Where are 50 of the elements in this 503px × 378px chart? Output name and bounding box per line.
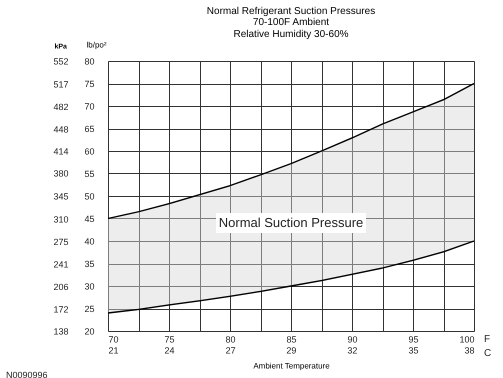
x2-tick-label: 32 (347, 346, 358, 356)
y-tick-label: 30 (84, 282, 94, 292)
x-tick-label: 75 (164, 334, 175, 344)
y2-tick-label: 241 (53, 259, 68, 270)
x2-tick-label: 29 (286, 346, 296, 356)
y-tick-label: 50 (84, 192, 94, 202)
x2-tick-label: 27 (226, 346, 236, 356)
y2-tick-label: 414 (53, 146, 68, 156)
y-tick-label: 20 (84, 326, 94, 336)
y-tick-label: 55 (84, 169, 94, 179)
y-tick-label: 60 (84, 146, 94, 156)
y-tick-label: 80 (84, 56, 94, 66)
x2-tick-label: 21 (108, 346, 119, 356)
y2-tick-label: 206 (53, 282, 68, 292)
text: F (484, 334, 490, 345)
x-tick-label: 90 (347, 334, 358, 344)
y-tick-label: 40 (84, 236, 94, 246)
y-tick-label: 70 (84, 102, 94, 112)
chart-title: Normal Refrigerant Suction Pressures (206, 6, 376, 17)
y-axis-title: lb/po² (86, 40, 107, 50)
text: N0090996 (6, 370, 48, 378)
y2-tick-label: 448 (53, 124, 68, 134)
x-tick-label: 80 (225, 334, 236, 344)
y2-tick-label: 172 (53, 304, 68, 314)
x-axis-title: Ambient Temperature (253, 362, 330, 370)
text: C (484, 348, 492, 359)
y-tick-label: 45 (84, 214, 94, 224)
y2-tick-label: 345 (53, 192, 68, 202)
chart-subtitle: 70-100F Ambient Relative Humidity 30-60% (233, 17, 349, 40)
x-tick-label: 100 (459, 334, 474, 344)
x-tick-label: 95 (408, 334, 419, 344)
x2-tick-label: 35 (408, 346, 418, 356)
y-tick-label: 65 (84, 124, 94, 134)
y2-tick-label: 482 (53, 102, 68, 112)
y2-tick-label: 275 (53, 237, 68, 248)
y2-tick-label: 310 (53, 214, 68, 224)
y-tick-label: 25 (84, 304, 94, 314)
y2-tick-label: 552 (53, 56, 68, 66)
x-tick-label: 70 (108, 334, 119, 344)
line-series (107, 82, 475, 220)
y2-tick-label: 380 (53, 168, 68, 179)
x-tick-label: 85 (286, 334, 297, 344)
y-tick-label: 75 (84, 79, 94, 89)
line-series (107, 240, 475, 314)
y-tick-label: 35 (84, 259, 94, 269)
annotation: Normal Suction Pressure (218, 215, 364, 230)
x2-tick-label: 38 (464, 346, 474, 356)
y2-tick-label: 517 (53, 79, 68, 90)
y2-tick-label: 138 (53, 326, 68, 336)
x2-tick-label: 24 (164, 346, 175, 356)
